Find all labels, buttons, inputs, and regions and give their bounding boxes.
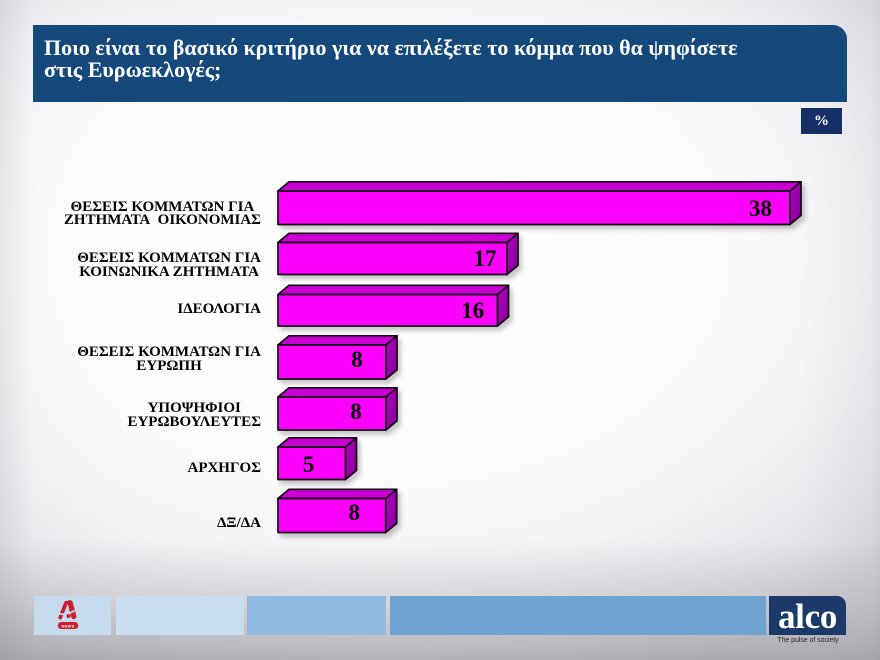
svg-text:NEWS: NEWS (61, 623, 74, 628)
